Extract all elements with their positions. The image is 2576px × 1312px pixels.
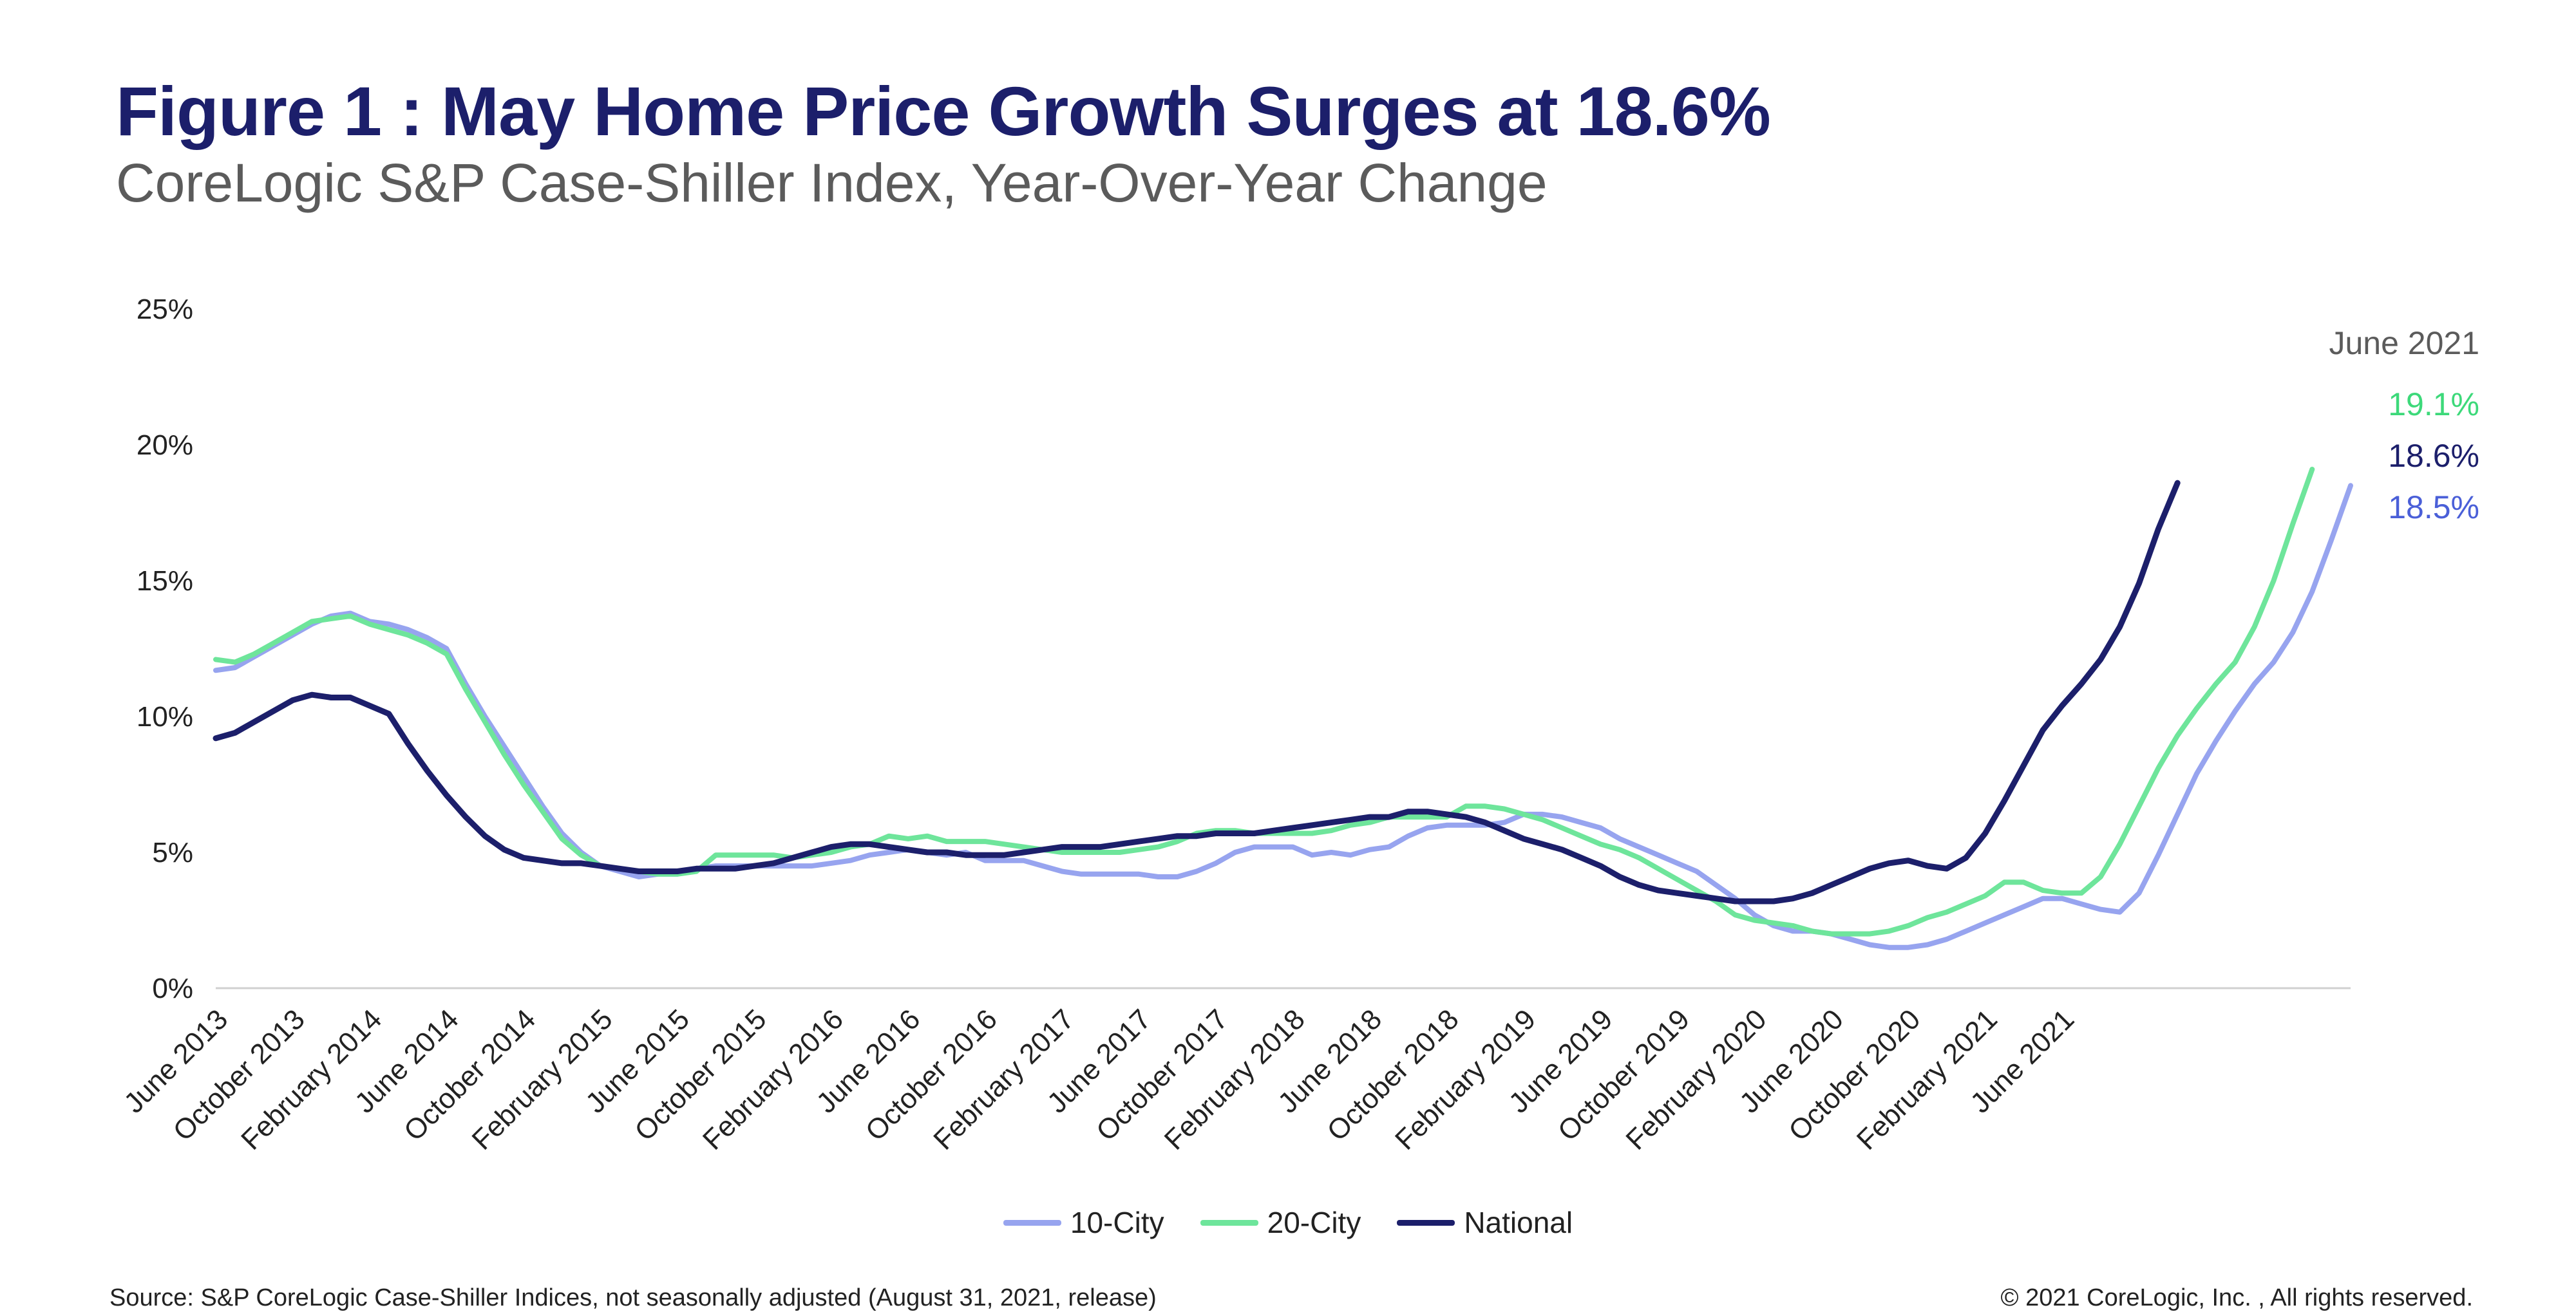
- y-tick-label: 20%: [137, 429, 193, 461]
- x-tick-label: October 2020: [1783, 1004, 1926, 1147]
- end-annotation: June 2021 19.1% 18.6% 18.5%: [2329, 325, 2479, 525]
- y-tick-label: 0%: [152, 973, 193, 1004]
- legend: 10-City 20-City National: [0, 1205, 2576, 1240]
- legend-swatch-10-city: [1003, 1219, 1061, 1226]
- legend-label-national: National: [1464, 1206, 1573, 1239]
- y-tick-label: 5%: [152, 837, 193, 868]
- x-tick-label: October 2019: [1552, 1004, 1696, 1147]
- x-tick-label: February 2014: [235, 1004, 388, 1156]
- y-tick-label: 25%: [137, 294, 193, 325]
- x-tick-label: February 2021: [1851, 1004, 2003, 1156]
- x-tick-label: February 2018: [1159, 1004, 1311, 1156]
- chart-subtitle: CoreLogic S&P Case-Shiller Index, Year-O…: [116, 153, 1548, 213]
- legend-item-national: National: [1397, 1205, 1573, 1240]
- y-axis-labels: 0% 5% 10% 15% 20% 25%: [137, 294, 193, 1004]
- x-tick-label: February 2019: [1389, 1004, 1542, 1156]
- x-tick-label: October 2014: [398, 1004, 542, 1147]
- legend-label-10-city: 10-City: [1070, 1206, 1164, 1239]
- x-tick-label: February 2017: [927, 1004, 1080, 1156]
- x-tick-label: October 2013: [167, 1004, 311, 1147]
- x-tick-label: February 2016: [697, 1004, 849, 1156]
- x-tick-label: October 2017: [1090, 1004, 1234, 1147]
- x-tick-label: October 2016: [860, 1004, 1003, 1147]
- series-line-20-city: [213, 467, 2315, 937]
- end-annotation-header: June 2021: [2329, 325, 2479, 361]
- x-tick-label: October 2018: [1321, 1004, 1464, 1147]
- legend-swatch-20-city: [1200, 1219, 1258, 1226]
- x-tick-label: February 2015: [466, 1004, 619, 1156]
- chart-title: Figure 1 : May Home Price Growth Surges …: [116, 72, 1771, 150]
- legend-label-20-city: 20-City: [1267, 1206, 1361, 1239]
- series-lines: [213, 467, 2353, 950]
- legend-item-20-city: 20-City: [1200, 1205, 1361, 1240]
- legend-swatch-national: [1397, 1219, 1455, 1226]
- legend-item-10-city: 10-City: [1003, 1205, 1164, 1240]
- end-value-10-city: 18.5%: [2388, 489, 2479, 525]
- y-tick-label: 15%: [137, 565, 193, 597]
- series-line-national: [213, 480, 2181, 904]
- y-tick-label: 10%: [137, 701, 193, 733]
- source-note: Source: S&P CoreLogic Case-Shiller Indic…: [109, 1284, 1157, 1311]
- series-line-10-city: [213, 483, 2353, 950]
- x-tick-label: October 2015: [629, 1004, 772, 1147]
- end-value-national: 18.6%: [2388, 438, 2479, 474]
- end-value-20-city: 19.1%: [2388, 386, 2479, 422]
- x-tick-label: February 2020: [1620, 1004, 1772, 1156]
- copyright-note: © 2021 CoreLogic, Inc. , All rights rese…: [2000, 1284, 2473, 1311]
